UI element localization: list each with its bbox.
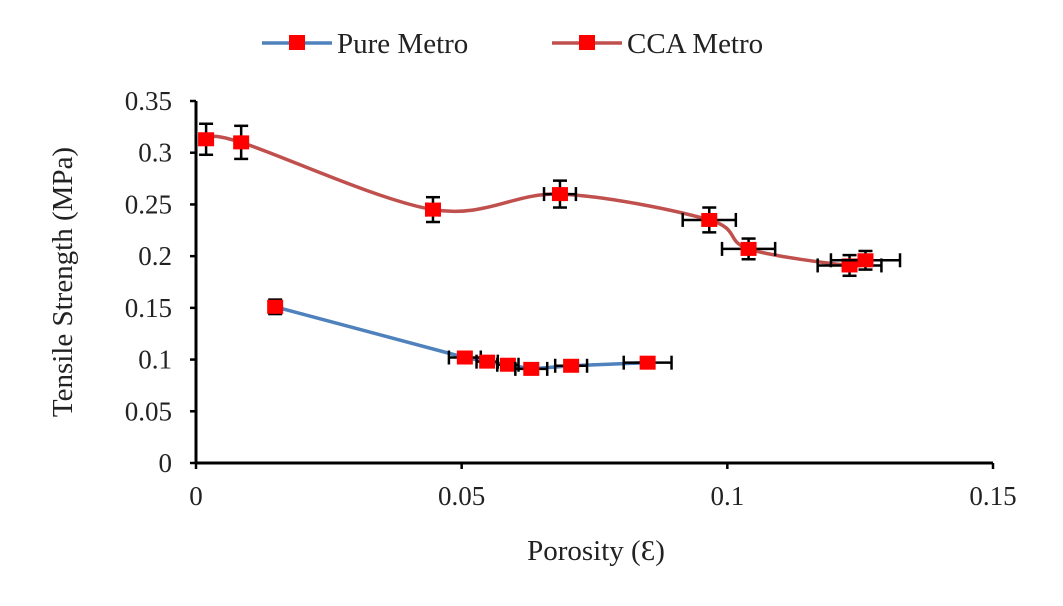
data-point: [267, 299, 284, 314]
legend-marker: [579, 35, 595, 50]
y-tick-label: 0.1: [138, 345, 172, 375]
data-point: [639, 355, 656, 370]
data-point: [233, 135, 250, 150]
data-point: [551, 187, 568, 202]
x-axis-label: Porosity (Ɛ): [527, 535, 665, 567]
data-point: [479, 354, 496, 369]
data-point: [198, 132, 215, 147]
x-tick-label: 0.1: [710, 481, 744, 511]
x-tick-label: 0.05: [438, 481, 485, 511]
y-tick-label: 0: [159, 448, 173, 478]
y-tick-label: 0.2: [138, 241, 172, 271]
legend-marker: [289, 35, 305, 50]
y-axis-label: Tensile Strength (MPa): [47, 147, 79, 417]
y-tick-label: 0.35: [125, 86, 172, 116]
x-tick-label: 0.15: [969, 481, 1016, 511]
legend: Pure Metro CCA Metro: [262, 28, 763, 60]
legend-label: Pure Metro: [337, 28, 468, 60]
series-pure-metro: [267, 298, 673, 376]
data-point: [857, 253, 874, 268]
data-point: [499, 357, 516, 372]
data-point: [456, 350, 473, 365]
y-tick-label: 0.05: [125, 396, 172, 426]
data-point: [701, 212, 718, 227]
data-point: [841, 258, 858, 273]
legend-label: CCA Metro: [627, 28, 763, 60]
axes: 0 0.05 0.1 0.15 0 0.05 0.1 0.15 0.2 0.25 0.3 0.35: [125, 86, 1017, 511]
y-tick-label: 0.15: [125, 293, 172, 323]
y-tick-label: 0.25: [125, 189, 172, 219]
y-tick-label: 0.3: [138, 138, 172, 168]
plot-area: [198, 122, 902, 376]
series-line: [205, 134, 867, 268]
data-point: [740, 241, 757, 256]
series-cca-metro: [198, 122, 902, 278]
data-point: [563, 358, 580, 373]
data-point: [424, 202, 441, 217]
x-tick-label: 0: [189, 481, 203, 511]
data-point: [523, 361, 540, 376]
